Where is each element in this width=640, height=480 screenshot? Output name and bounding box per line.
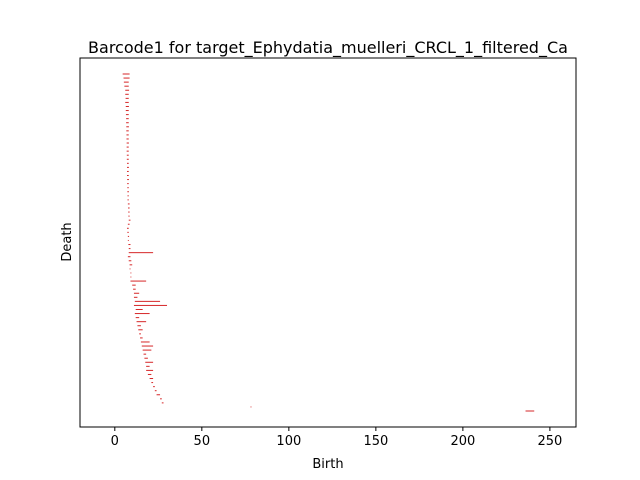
barcode-bar [137,325,141,327]
barcode-bar [132,284,136,286]
barcode-bar [128,252,154,254]
x-tick-label: 200 [450,434,475,449]
barcode-bar [149,378,154,380]
barcode-bar [128,207,130,209]
barcode-bar [126,162,129,164]
barcode-bar [125,101,129,103]
barcode-bar [140,341,150,343]
barcode-bar [136,321,147,323]
barcode-bar [127,199,129,201]
barcode-bar [134,313,150,315]
barcode-bar [138,329,143,331]
barcode-bar [127,195,129,197]
barcode-bar [127,223,130,225]
barcode-bar [146,365,150,367]
x-tick-label: 150 [363,434,388,449]
barcode-bar [525,410,535,412]
barcode-bar [151,382,154,384]
barcode-bar [125,114,129,116]
barcode-bar [124,85,129,87]
barcode-bar [141,345,154,347]
barcode-bar [128,248,131,250]
barcode-bar [156,394,161,396]
barcode-bar [161,402,164,404]
barcode-bar [127,203,130,205]
barcode-bar [139,333,141,335]
barcode-bar [126,175,129,177]
barcode-bar [128,244,131,246]
barcode-bar [130,272,132,274]
barcode-bar [126,142,129,144]
barcode-bar [129,268,131,270]
barcode-bar [160,398,162,400]
chart-title: Barcode1 for target_Ephydatia_muelleri_C… [88,38,568,58]
barcode-bar [123,81,129,83]
barcode-bar [154,390,157,392]
barcode-bar [127,191,129,193]
barcode-bar [133,304,168,306]
barcode-bar [125,110,129,112]
y-axis-label: Death [60,222,75,261]
barcode-bar [128,260,132,262]
barcode-bar [129,264,133,266]
barcode-bar [125,89,130,91]
barcode-bar [140,337,143,339]
barcode-bar [126,158,129,160]
barcode-bar [130,276,132,278]
barcode-bar [126,166,129,168]
barcode-bar [123,77,130,79]
barcode-bar [127,183,129,185]
barcode-bar [127,187,129,189]
barcode-bar [144,357,148,359]
barcode-bar [126,227,129,229]
barcode-bar [147,373,152,375]
x-tick-label: 250 [537,434,562,449]
barcode-bar [133,296,138,298]
barcode-bar [134,300,161,302]
barcode-bar [127,235,130,237]
barcode-bar [146,369,154,371]
barcode-bar [135,317,140,319]
x-tick-label: 100 [276,434,301,449]
barcode-bars [122,73,535,412]
barcode-bar [128,211,130,213]
x-axis-label: Birth [312,457,343,472]
barcode-bar [122,73,130,75]
barcode-bar [153,386,155,388]
barcode-bar [125,93,129,95]
barcode-bar [127,256,131,258]
barcode-bar [133,288,136,290]
barcode-bar [135,308,143,310]
barcode-bar [126,150,129,152]
barcode-bar [127,239,129,241]
barcode-bar [126,118,129,120]
barcode-bar [142,349,152,351]
barcode-bar [126,134,129,136]
x-tick-label: 0 [111,434,119,449]
barcode-bar [126,146,129,148]
x-tick-label: 50 [194,434,211,449]
barcode-bar [145,361,154,363]
plot-frame [79,57,577,428]
barcode-bar [126,154,129,156]
barcode-bar [125,97,129,99]
barcode-bar [128,219,131,221]
barcode-bar [130,280,147,282]
barcode-bar [143,353,147,355]
barcode-bar [127,231,129,233]
barcode-bar [126,122,129,124]
x-axis-ticks: 0 50 100 150 200 250 [111,427,562,449]
barcode-bar [127,179,129,181]
barcode-bar [128,215,130,217]
barcode-bar [126,130,129,132]
barcode-bar [133,292,140,294]
barcode-bar [126,170,129,172]
barcode-bar [125,105,129,107]
barcode-bar [250,406,252,408]
barcode-bar [126,126,129,128]
barcode-bar [126,138,129,140]
